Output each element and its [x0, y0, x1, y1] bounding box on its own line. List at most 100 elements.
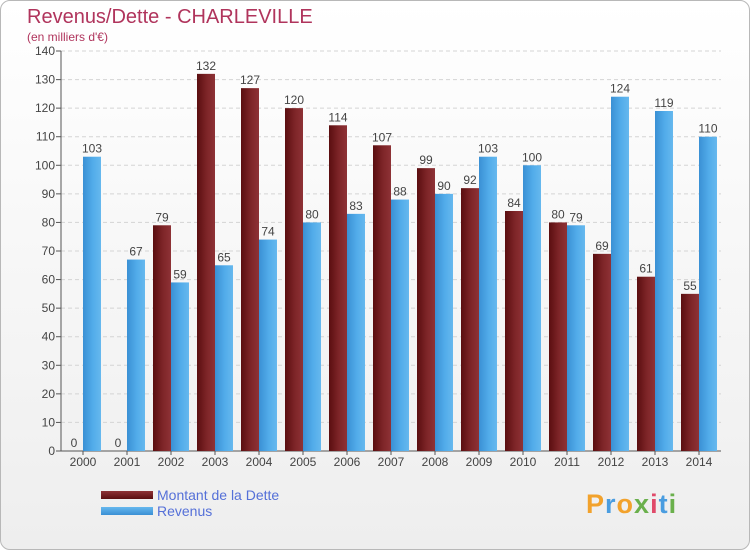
- data-label-dette: 80: [551, 207, 565, 221]
- data-label-dette: 0: [115, 436, 122, 450]
- bar-dette: [417, 168, 435, 451]
- bar-revenus: [567, 225, 585, 451]
- logo-letter: o: [616, 489, 635, 519]
- legend-item-revenus: Revenus: [101, 503, 361, 519]
- bar-revenus: [171, 282, 189, 451]
- x-tick-label: 2007: [378, 455, 405, 469]
- x-tick-label: 2008: [422, 455, 449, 469]
- bar-revenus: [611, 96, 629, 451]
- y-tick-label: 20: [42, 387, 56, 401]
- data-label-revenus: 74: [261, 225, 275, 239]
- data-label-dette: 114: [328, 110, 347, 124]
- data-label-revenus: 119: [654, 96, 673, 110]
- legend-label-debt: Montant de la Dette: [157, 487, 280, 503]
- bar-revenus: [259, 239, 277, 451]
- bar-revenus: [479, 156, 497, 451]
- bar-revenus: [303, 222, 321, 451]
- bar-dette: [153, 225, 171, 451]
- legend-swatch-debt: [101, 491, 153, 499]
- y-tick-label: 100: [35, 158, 55, 172]
- data-label-revenus: 80: [305, 207, 319, 221]
- x-tick-label: 2000: [70, 455, 97, 469]
- chart-title: Revenus/Dette - CHARLEVILLE: [27, 6, 313, 28]
- data-label-dette: 84: [507, 196, 521, 210]
- bar-dette: [197, 73, 215, 451]
- logo-letter: t: [658, 489, 669, 519]
- bar-dette: [329, 125, 347, 452]
- x-tick-label: 2001: [114, 455, 141, 469]
- y-tick-label: 130: [35, 73, 55, 87]
- legend-item-debt: Montant de la Dette: [101, 487, 361, 503]
- data-label-dette: 107: [372, 130, 392, 144]
- y-tick-label: 0: [48, 444, 55, 458]
- x-tick-label: 2006: [334, 455, 361, 469]
- data-label-dette: 61: [639, 262, 653, 276]
- x-tick-label: 2012: [598, 455, 625, 469]
- bar-dette: [241, 88, 259, 452]
- data-label-dette: 132: [196, 59, 216, 73]
- y-tick-label: 70: [42, 244, 56, 258]
- x-tick-label: 2013: [642, 455, 669, 469]
- data-label-dette: 79: [155, 210, 169, 224]
- bar-dette: [681, 293, 699, 451]
- bar-dette: [637, 276, 655, 451]
- legend-swatch-revenus: [101, 507, 153, 515]
- y-tick-label: 50: [42, 301, 56, 315]
- logo-letter: P: [586, 489, 606, 519]
- data-label-revenus: 103: [478, 142, 498, 156]
- x-tick-label: 2005: [290, 455, 317, 469]
- bars-layer: [83, 73, 717, 452]
- data-label-revenus: 59: [173, 267, 187, 281]
- bar-revenus: [127, 259, 145, 451]
- labels-layer: 0 103 2000 0 67 2001 79 59 2002 132 65 2003 127 74 200…: [70, 59, 718, 469]
- data-label-revenus: 100: [522, 150, 542, 164]
- bar-revenus: [83, 156, 101, 451]
- bar-dette: [593, 253, 611, 451]
- data-label-revenus: 83: [349, 199, 363, 213]
- logo-letter: i: [650, 489, 659, 519]
- data-label-dette: 92: [463, 173, 477, 187]
- y-tick-label: 90: [42, 187, 56, 201]
- data-label-revenus: 79: [569, 210, 583, 224]
- data-label-revenus: 90: [437, 179, 451, 193]
- bar-dette: [285, 108, 303, 452]
- data-label-revenus: 88: [393, 185, 407, 199]
- chart-subtitle: (en milliers d'€): [27, 30, 108, 44]
- bar-dette: [505, 211, 523, 451]
- bar-revenus: [699, 136, 717, 451]
- data-label-dette: 0: [71, 436, 78, 450]
- x-tick-label: 2003: [202, 455, 229, 469]
- proxiti-logo: Proxiti: [586, 489, 677, 520]
- legend: Montant de la Dette Revenus: [101, 487, 361, 519]
- bar-revenus: [215, 265, 233, 451]
- x-tick-label: 2004: [246, 455, 273, 469]
- bar-revenus: [347, 213, 365, 451]
- y-tick-label: 40: [42, 330, 56, 344]
- logo-letter: x: [634, 489, 651, 519]
- y-tick-label: 80: [42, 215, 56, 229]
- bar-revenus: [523, 165, 541, 452]
- y-tick-label: 120: [35, 101, 55, 115]
- data-label-dette: 127: [240, 73, 260, 87]
- bar-dette: [549, 222, 567, 451]
- data-label-dette: 55: [683, 279, 697, 293]
- x-tick-label: 2002: [158, 455, 185, 469]
- data-label-revenus: 103: [82, 142, 102, 156]
- data-label-revenus: 124: [610, 82, 630, 96]
- bar-revenus: [655, 111, 673, 451]
- y-tick-label: 60: [42, 273, 56, 287]
- y-tick-label: 140: [35, 44, 55, 58]
- legend-label-revenus: Revenus: [157, 503, 213, 519]
- data-label-dette: 120: [284, 93, 304, 107]
- y-tick-label: 30: [42, 358, 56, 372]
- data-label-dette: 99: [419, 153, 433, 167]
- data-label-revenus: 110: [698, 122, 717, 136]
- x-tick-label: 2011: [554, 455, 580, 469]
- logo-letter: i: [668, 489, 678, 519]
- x-tick-label: 2009: [466, 455, 493, 469]
- logo-letter: r: [605, 489, 617, 519]
- bar-dette: [373, 145, 391, 452]
- data-label-revenus: 65: [217, 250, 231, 264]
